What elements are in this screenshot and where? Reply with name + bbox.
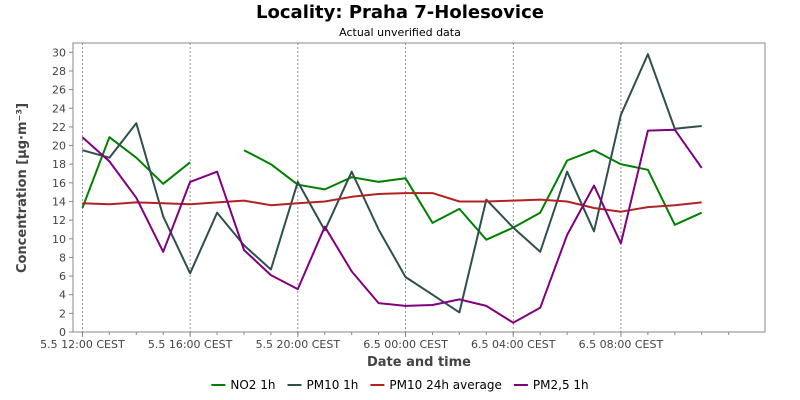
y-tick-label: 16: [52, 177, 66, 190]
legend: NO2 1h PM10 1h PM10 24h average PM2,5 1h: [211, 378, 589, 392]
x-tick-label: 6.5 04:00 CEST: [471, 338, 556, 351]
legend-item: PM10 24h average: [370, 378, 502, 392]
y-tick-label: 6: [59, 270, 66, 283]
legend-label: PM10 1h: [306, 378, 358, 392]
y-tick-label: 30: [52, 46, 66, 59]
y-tick-label: 22: [52, 121, 66, 134]
legend-item: NO2 1h: [211, 378, 275, 392]
plot-area: [72, 42, 766, 333]
series-line: [82, 192, 702, 213]
legend-item: PM2,5 1h: [513, 378, 589, 392]
series-line: [81, 128, 703, 324]
series-line: [81, 136, 191, 209]
y-tick-label: 28: [52, 65, 66, 78]
chart-title: Locality: Praha 7-Holesovice: [256, 2, 544, 23]
x-axis: 5.5 12:00 CEST 5.5 16:00 CEST 5.5 20:00 CE…: [40, 332, 730, 351]
series-group: [81, 136, 703, 241]
series-line: [243, 149, 703, 241]
legend-label: PM10 24h average: [389, 378, 502, 392]
x-axis-label: Date and time: [367, 355, 471, 370]
y-tick-label: 14: [52, 195, 66, 208]
chart-subtitle: Actual unverified data: [339, 26, 461, 39]
y-axis-label: Concentration [µg·m⁻³]: [15, 103, 30, 273]
y-tick-label: 2: [59, 307, 66, 320]
y-tick-label: 0: [59, 326, 66, 339]
y-tick-label: 4: [59, 289, 66, 302]
x-tick-label: 5.5 16:00 CEST: [148, 338, 233, 351]
legend-item: PM10 1h: [287, 378, 358, 392]
grid-lines: [82, 43, 622, 332]
x-tick-label: 5.5 20:00 CEST: [256, 338, 341, 351]
x-tick-label: 6.5 00:00 CEST: [363, 338, 448, 351]
y-tick-label: 20: [52, 140, 66, 153]
series-group: [82, 53, 702, 314]
series-group: [82, 192, 702, 213]
x-tick-label: 5.5 12:00 CEST: [40, 338, 125, 351]
y-tick-label: 24: [52, 102, 66, 115]
series-group: [81, 128, 703, 324]
y-tick-label: 10: [52, 233, 66, 246]
legend-label: NO2 1h: [230, 378, 275, 392]
y-tick-label: 12: [52, 214, 66, 227]
series-line: [82, 53, 702, 314]
y-tick-label: 18: [52, 158, 66, 171]
x-tick-label: 6.5 08:00 CEST: [579, 338, 664, 351]
y-tick-label: 26: [52, 84, 66, 97]
y-tick-label: 8: [59, 251, 66, 264]
legend-label: PM2,5 1h: [533, 378, 589, 392]
data-series: [81, 53, 703, 324]
